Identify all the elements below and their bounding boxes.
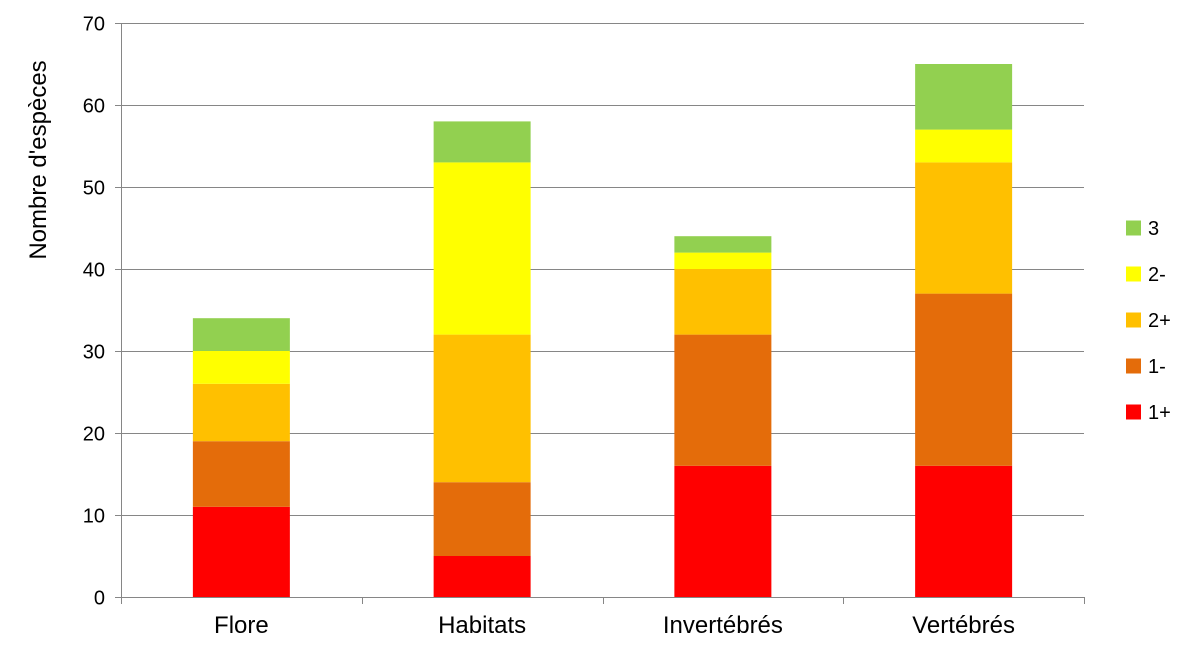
- axes: 0 10 20 30 40 50 60 70 Flore Habitats Invertébrés V…: [83, 14, 1085, 639]
- bar-segment: [192, 441, 290, 507]
- x-category-label: Flore: [214, 612, 269, 639]
- bar-segment: [192, 351, 290, 384]
- bars: [192, 64, 1013, 597]
- bar-segment: [674, 269, 772, 335]
- legend-swatch: [1126, 404, 1141, 420]
- x-category-label: Vertébrés: [912, 612, 1015, 639]
- legend-label: 2+: [1148, 310, 1171, 332]
- y-tick-label: 0: [94, 588, 105, 610]
- y-tick-label: 50: [83, 178, 105, 200]
- legend-swatch: [1126, 358, 1141, 374]
- legend-label: 1-: [1148, 356, 1166, 378]
- legend: 3 2- 2+ 1- 1+: [1126, 218, 1171, 424]
- bar-segment: [915, 129, 1013, 163]
- legend-label: 3: [1148, 218, 1159, 240]
- bar-segment: [433, 334, 531, 483]
- legend-swatch: [1126, 312, 1141, 328]
- legend-swatch: [1126, 266, 1141, 282]
- y-tick-label: 30: [83, 342, 105, 364]
- y-tick-label: 20: [83, 424, 105, 446]
- y-tick-label: 10: [83, 506, 105, 528]
- bar-segment: [915, 162, 1013, 294]
- bar-segment: [433, 162, 531, 335]
- legend-label: 1+: [1148, 402, 1171, 424]
- bar-segment: [192, 318, 290, 351]
- bar-segment: [674, 334, 772, 466]
- bar-segment: [674, 252, 772, 269]
- y-tick-label: 70: [83, 14, 105, 36]
- y-tick-label: 60: [83, 96, 105, 118]
- bar-segment: [915, 64, 1013, 130]
- bar-segment: [674, 236, 772, 253]
- legend-swatch: [1126, 220, 1141, 236]
- y-axis-title: Nombre d'espèces: [25, 60, 52, 259]
- legend-label: 2-: [1148, 264, 1166, 286]
- bar-segment: [433, 121, 531, 163]
- bar-segment: [192, 383, 290, 442]
- bar-segment: [192, 506, 290, 597]
- y-tick-label: 40: [83, 260, 105, 282]
- bar-segment: [915, 293, 1013, 466]
- bar-segment: [433, 482, 531, 556]
- bar-segment: [915, 465, 1013, 597]
- bar-segment: [674, 465, 772, 597]
- x-category-label: Invertébrés: [663, 612, 783, 639]
- x-category-label: Habitats: [438, 612, 526, 639]
- bar-segment: [433, 556, 531, 597]
